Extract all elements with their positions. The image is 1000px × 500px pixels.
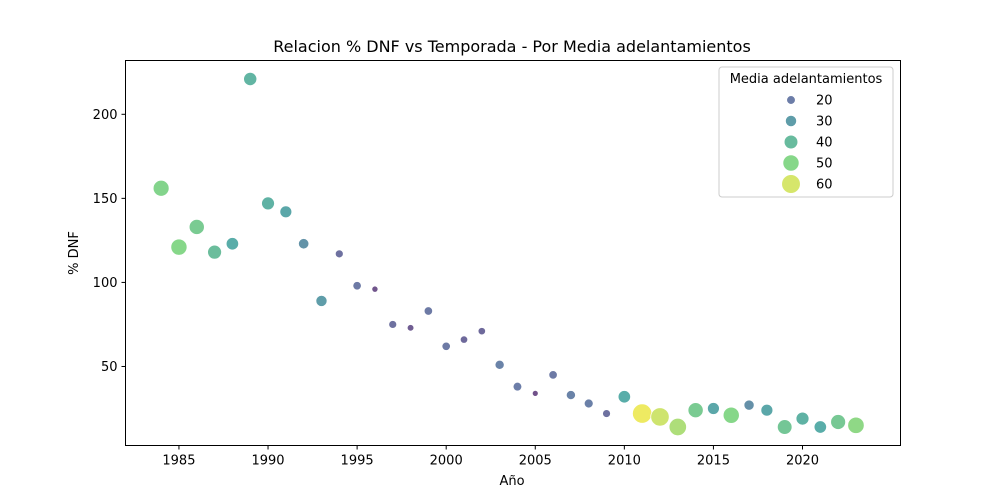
data-point — [813, 420, 827, 434]
data-point — [279, 205, 293, 219]
legend-marker — [783, 134, 799, 150]
x-tick-label: 1995 — [341, 454, 374, 469]
data-point — [406, 324, 415, 332]
data-point — [352, 281, 362, 291]
data-point — [225, 237, 240, 251]
x-axis-label: Año — [499, 474, 524, 489]
y-axis-ticks: 50 100 150 200 — [93, 108, 126, 375]
data-point — [722, 406, 740, 424]
y-tick-label: 50 — [101, 360, 118, 375]
y-tick-label: 200 — [93, 108, 118, 123]
data-point — [371, 285, 379, 293]
legend-marker — [781, 174, 801, 194]
data-point — [650, 407, 670, 427]
legend-label: 40 — [816, 136, 833, 151]
data-point — [388, 320, 398, 329]
data-point — [743, 399, 755, 411]
x-tick-label: 2010 — [608, 454, 641, 469]
plot-frame — [125, 60, 901, 446]
data-points — [152, 71, 865, 437]
data-point — [617, 390, 632, 404]
data-point — [776, 419, 793, 435]
x-tick-label: 2020 — [786, 454, 819, 469]
legend-box — [718, 66, 894, 198]
data-point — [188, 218, 205, 235]
data-point — [334, 249, 344, 259]
legend-marker — [784, 114, 798, 128]
y-tick-label: 100 — [93, 276, 118, 291]
legend-label: 30 — [816, 115, 833, 130]
legend-label: 60 — [816, 178, 833, 193]
data-point — [243, 71, 258, 87]
data-point — [459, 335, 469, 344]
x-axis-ticks: 1985 1990 1995 2000 2005 2010 2015 2020 — [162, 445, 819, 469]
data-point — [583, 398, 594, 409]
legend: Media adelantamientos 20 30 40 50 60 — [718, 66, 894, 198]
y-axis-label: % DNF — [67, 231, 82, 275]
data-point — [170, 238, 188, 256]
legend-title: Media adelantamientos — [730, 72, 883, 87]
data-point — [795, 411, 810, 426]
x-tick-label: 2000 — [430, 454, 463, 469]
data-point — [315, 294, 328, 307]
chart-title: Relacion % DNF vs Temporada - Por Media … — [273, 37, 751, 56]
data-point — [423, 306, 434, 316]
legend-label: 20 — [816, 94, 833, 109]
data-point — [512, 381, 523, 392]
data-point — [760, 403, 774, 417]
y-tick-label: 150 — [93, 192, 118, 207]
data-point — [261, 196, 275, 211]
x-tick-label: 2015 — [697, 454, 730, 469]
x-tick-label: 1990 — [251, 454, 284, 469]
data-point — [602, 409, 611, 418]
legend-items: 20 30 40 50 60 — [781, 94, 833, 194]
data-point — [494, 359, 505, 370]
legend-marker — [786, 95, 796, 105]
data-point — [152, 179, 170, 197]
data-point — [847, 416, 865, 434]
data-point — [548, 370, 558, 380]
legend-label: 50 — [816, 157, 833, 172]
data-point — [477, 327, 486, 336]
data-point — [687, 402, 704, 419]
data-point — [632, 403, 653, 424]
data-point — [565, 390, 576, 401]
data-point — [207, 244, 222, 260]
data-point — [531, 389, 539, 397]
x-tick-label: 2005 — [519, 454, 552, 469]
x-tick-label: 1985 — [162, 454, 195, 469]
data-point — [830, 414, 847, 430]
data-point — [707, 402, 720, 415]
data-point — [441, 341, 451, 351]
legend-marker — [782, 154, 800, 172]
data-point — [298, 238, 310, 250]
data-point — [668, 417, 687, 437]
